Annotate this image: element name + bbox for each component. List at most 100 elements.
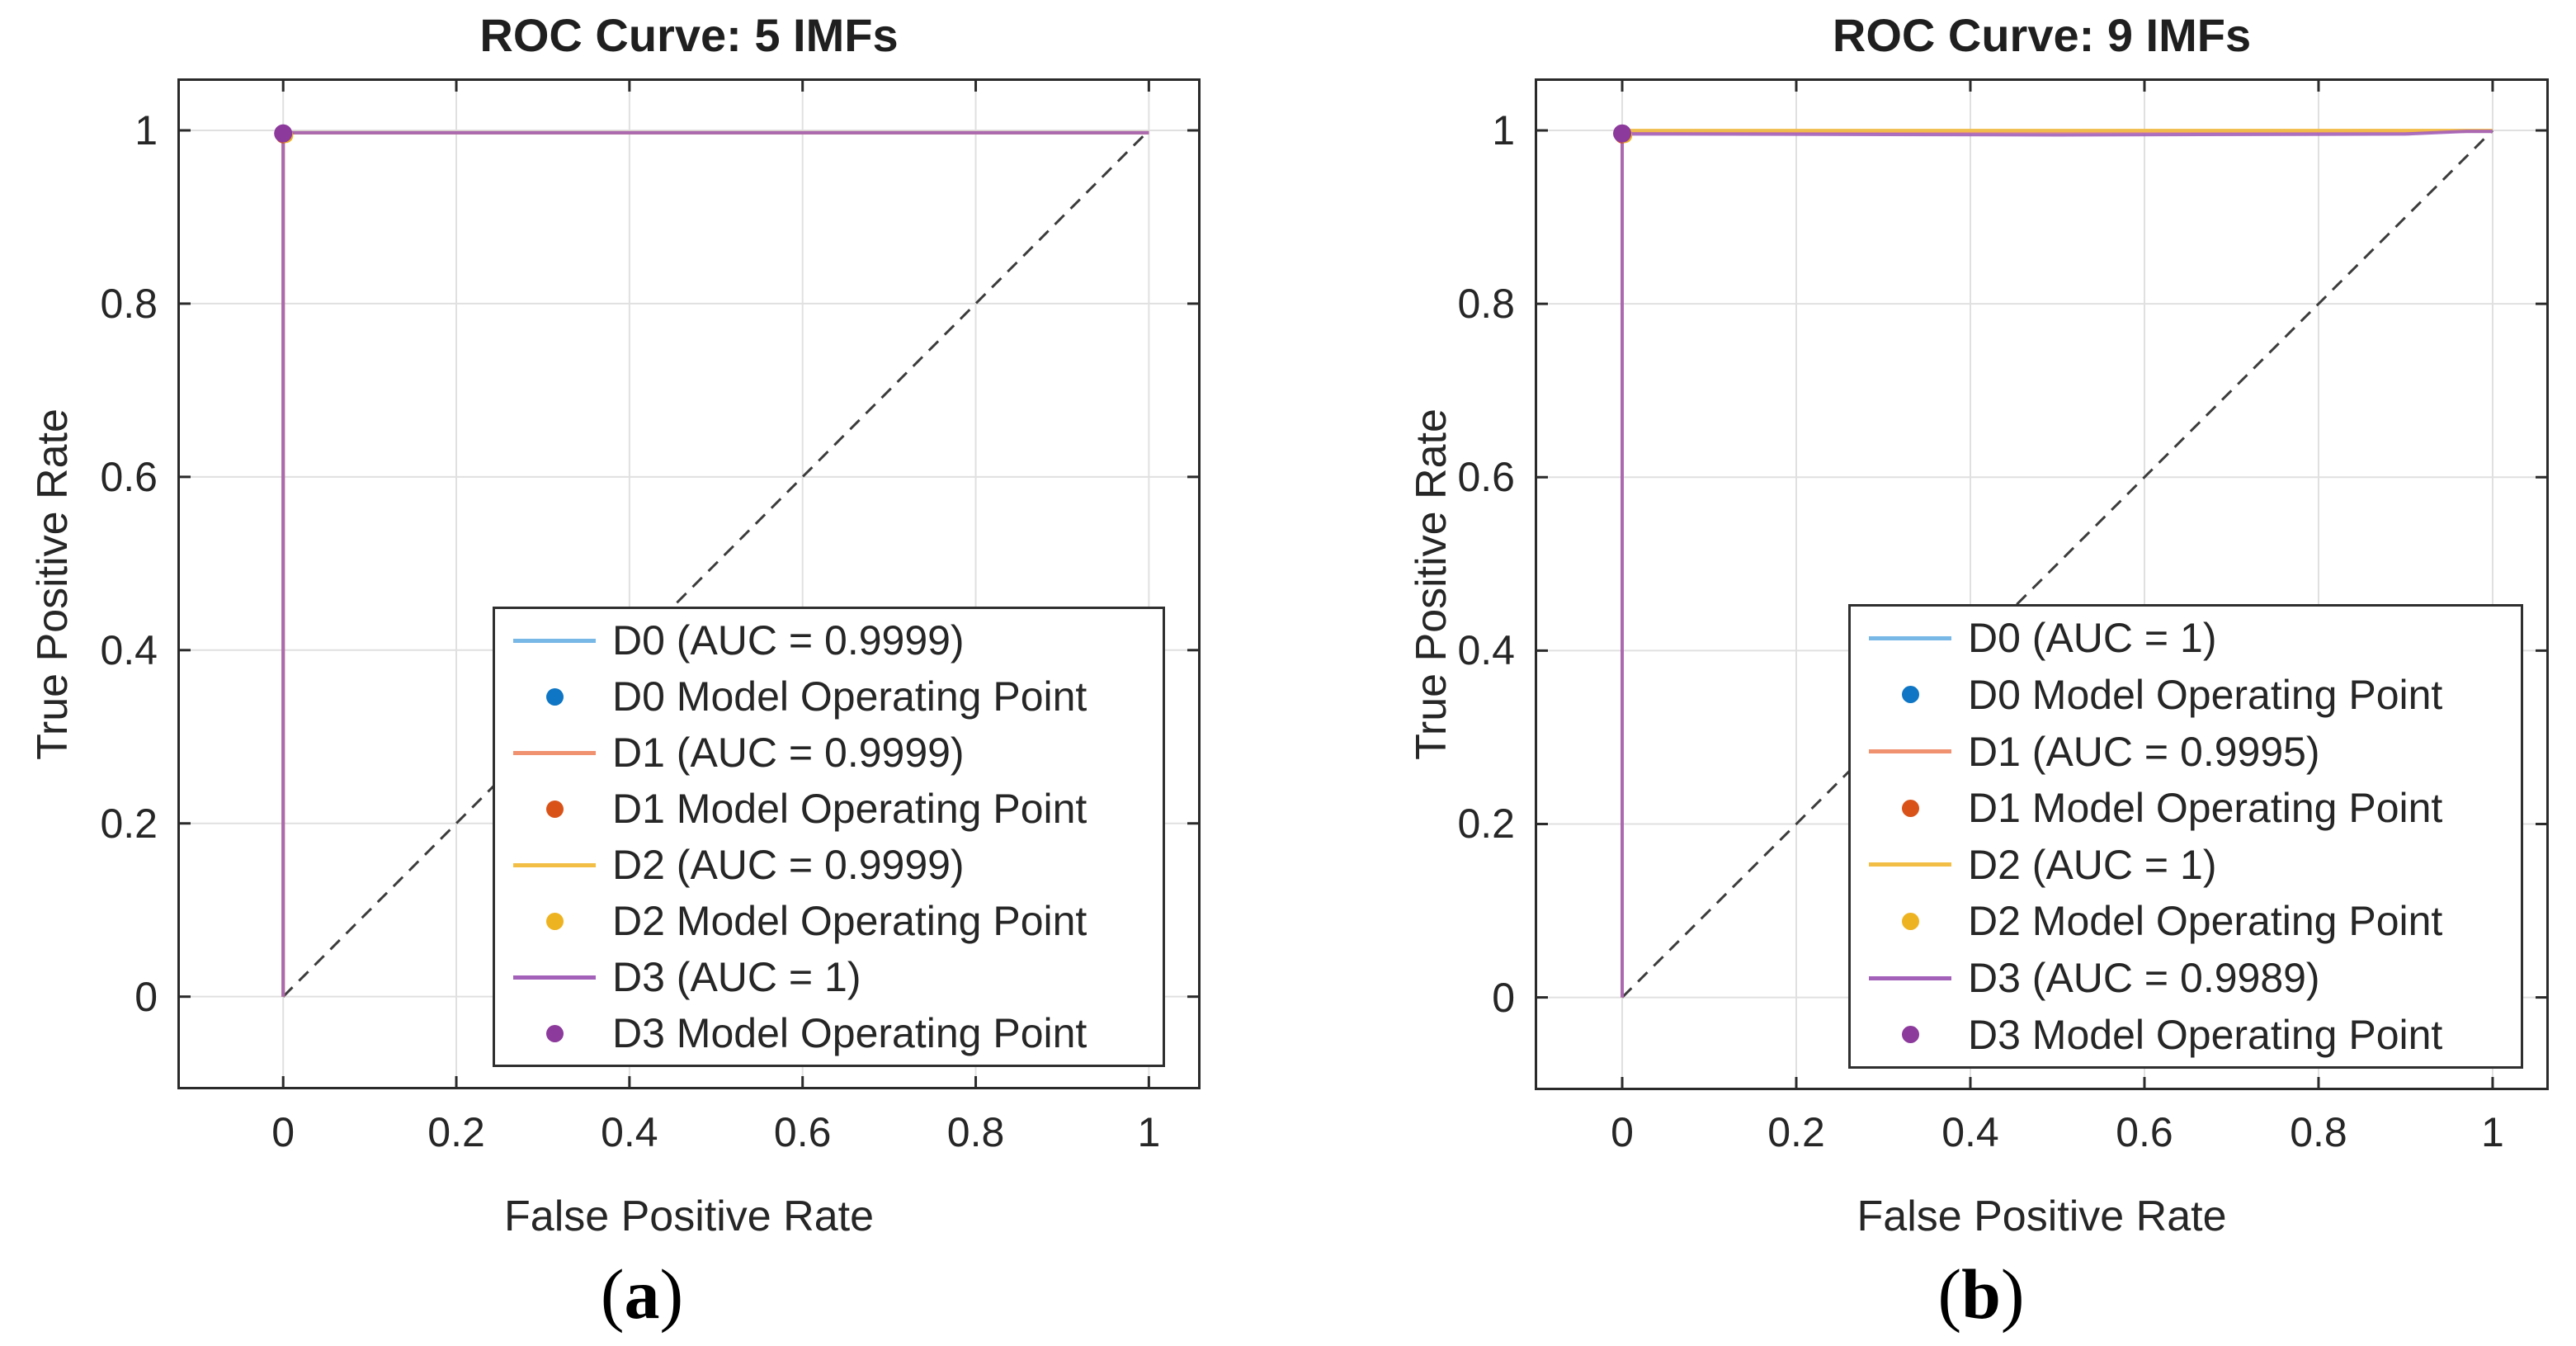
d1-line-sample-icon bbox=[1869, 749, 1951, 754]
legend-label-d3-auc: D3 (AUC = 0.9989) bbox=[1968, 955, 2320, 1002]
legend-entry-d1-operating-point: D1 Model Operating Point bbox=[502, 785, 1159, 833]
legend-entry-d2-curve: D2 (AUC = 1) bbox=[1857, 841, 2517, 889]
legend-label-d2-auc: D2 (AUC = 0.9999) bbox=[612, 842, 965, 888]
d2-marker-sample-icon bbox=[1901, 912, 1919, 930]
y-tick-label: 0.6 bbox=[100, 453, 158, 500]
y-tick-label: 0.8 bbox=[1457, 281, 1515, 328]
legend-dot-swatch-d2 bbox=[502, 912, 607, 930]
y-tick-label: 0.6 bbox=[1457, 454, 1515, 501]
x-tick-label: 0.8 bbox=[946, 1109, 1005, 1155]
legend-entry-d3-operating-point: D3 Model Operating Point bbox=[502, 1009, 1159, 1057]
legend-entry-d2-operating-point: D2 Model Operating Point bbox=[502, 897, 1159, 945]
d2-line-sample-icon bbox=[513, 862, 596, 867]
x-tick-label: 0.6 bbox=[2116, 1109, 2173, 1155]
plot-title: ROC Curve: 5 IMFs bbox=[479, 9, 899, 61]
legend-dot-swatch-d3 bbox=[1857, 1026, 1963, 1044]
d3-line-sample-icon bbox=[513, 975, 596, 980]
legend-line-swatch-d2 bbox=[1857, 862, 1963, 867]
subfigure-caption-b: (b) bbox=[1937, 1253, 2024, 1335]
y-tick-label: 0.2 bbox=[1457, 801, 1515, 848]
x-tick-label: 0.8 bbox=[2290, 1109, 2347, 1155]
roc-curve-d3 bbox=[1621, 130, 2493, 998]
legend-label-d3-auc: D3 (AUC = 1) bbox=[612, 954, 861, 1000]
d3-marker-sample-icon bbox=[1901, 1026, 1919, 1044]
legend-label-d2-auc: D2 (AUC = 1) bbox=[1968, 841, 2217, 888]
d1-marker-sample-icon bbox=[545, 800, 564, 818]
legend-label-d1-auc: D1 (AUC = 0.9999) bbox=[612, 730, 965, 776]
d2-line-sample-icon bbox=[1869, 862, 1951, 867]
d3-operating-point-marker bbox=[274, 124, 293, 143]
axes-border bbox=[1535, 78, 2549, 1090]
x-tick-label: 0.4 bbox=[1941, 1109, 1999, 1155]
y-tick-label: 0 bbox=[134, 973, 158, 1020]
caption-letter: b bbox=[1961, 1254, 2001, 1334]
d0-marker-sample-icon bbox=[1901, 686, 1919, 704]
caption-paren-close: ) bbox=[659, 1254, 684, 1334]
caption-paren-close: ) bbox=[2000, 1254, 2025, 1334]
legend-line-swatch-d3 bbox=[502, 975, 607, 980]
legend-entry-d0-curve: D0 (AUC = 0.9999) bbox=[502, 616, 1159, 664]
x-tick-label: 0 bbox=[271, 1109, 295, 1155]
legend-label-d2-operating-point: D2 Model Operating Point bbox=[612, 898, 1087, 944]
legend-label-d3-operating-point: D3 Model Operating Point bbox=[612, 1010, 1087, 1056]
x-tick-label: 0.2 bbox=[427, 1109, 485, 1155]
y-tick-label: 1 bbox=[1492, 107, 1515, 154]
legend-entry-d2-operating-point: D2 Model Operating Point bbox=[1857, 897, 2517, 945]
d3-operating-point-marker bbox=[1613, 124, 1632, 143]
legend-label-d1-auc: D1 (AUC = 0.9995) bbox=[1968, 728, 2320, 775]
legend-dot-swatch-d3 bbox=[502, 1024, 607, 1042]
legend-line-swatch-d0 bbox=[502, 638, 607, 643]
legend-dot-swatch-d1 bbox=[1857, 799, 1963, 817]
d2-marker-sample-icon bbox=[545, 912, 564, 930]
legend-entry-d0-curve: D0 (AUC = 1) bbox=[1857, 614, 2517, 662]
y-tick-label: 0.2 bbox=[100, 800, 158, 847]
legend-entry-d3-curve: D3 (AUC = 0.9989) bbox=[1857, 954, 2517, 1002]
x-tick-label: 1 bbox=[1137, 1109, 1161, 1155]
legend-entry-d1-operating-point: D1 Model Operating Point bbox=[1857, 784, 2517, 832]
legend-entry-d3-curve: D3 (AUC = 1) bbox=[502, 953, 1159, 1001]
subfigure-caption-a: (a) bbox=[601, 1253, 683, 1335]
legend-dot-swatch-d0 bbox=[1857, 686, 1963, 704]
y-tick-label: 0.8 bbox=[100, 280, 158, 327]
x-axis-label: False Positive Rate bbox=[1857, 1193, 2227, 1240]
d0-marker-sample-icon bbox=[545, 687, 564, 706]
x-tick-label: 0.2 bbox=[1767, 1109, 1825, 1155]
d0-line-sample-icon bbox=[1869, 635, 1951, 640]
plot-title: ROC Curve: 9 IMFs bbox=[1832, 9, 2252, 61]
legend-label-d0-operating-point: D0 Model Operating Point bbox=[612, 673, 1087, 720]
legend-label-d2-operating-point: D2 Model Operating Point bbox=[1968, 898, 2443, 945]
legend-dot-swatch-d2 bbox=[1857, 912, 1963, 930]
legend-entry-d0-operating-point: D0 Model Operating Point bbox=[502, 673, 1159, 720]
d1-marker-sample-icon bbox=[1901, 799, 1919, 817]
legend-dot-swatch-d1 bbox=[502, 800, 607, 818]
legend-entry-d1-curve: D1 (AUC = 0.9999) bbox=[502, 729, 1159, 777]
legend-label-d1-operating-point: D1 Model Operating Point bbox=[1968, 785, 2443, 832]
legend-line-swatch-d1 bbox=[502, 750, 607, 755]
x-tick-label: 0 bbox=[1611, 1109, 1634, 1155]
legend-dot-swatch-d0 bbox=[502, 687, 607, 706]
y-tick-label: 0.4 bbox=[100, 626, 158, 673]
legend-line-swatch-d2 bbox=[502, 862, 607, 867]
caption-letter: a bbox=[624, 1254, 660, 1334]
legend-entry-d3-operating-point: D3 Model Operating Point bbox=[1857, 1011, 2517, 1059]
chance-reference-line bbox=[1621, 129, 2494, 999]
d0-line-sample-icon bbox=[513, 638, 596, 643]
caption-paren-open: ( bbox=[1937, 1254, 1962, 1334]
legend-line-swatch-d3 bbox=[1857, 975, 1963, 980]
chance-reference-line bbox=[282, 129, 1150, 998]
y-tick-label: 0 bbox=[1492, 974, 1515, 1021]
x-axis-label: False Positive Rate bbox=[504, 1193, 874, 1240]
axes-border bbox=[177, 78, 1201, 1089]
legend: D0 (AUC = 0.9999) D0 Model Operating Poin… bbox=[493, 607, 1165, 1067]
legend-entry-d1-curve: D1 (AUC = 0.9995) bbox=[1857, 728, 2517, 776]
legend-entry-d0-operating-point: D0 Model Operating Point bbox=[1857, 671, 2517, 719]
legend-entry-d2-curve: D2 (AUC = 0.9999) bbox=[502, 841, 1159, 889]
legend-label-d1-operating-point: D1 Model Operating Point bbox=[612, 786, 1087, 832]
legend-label-d3-operating-point: D3 Model Operating Point bbox=[1968, 1011, 2443, 1058]
legend-line-swatch-d0 bbox=[1857, 635, 1963, 640]
y-tick-label: 0.4 bbox=[1457, 627, 1515, 674]
roc-panel-9-imfs: ROC Curve: 9 IMFs False Positive Rate Tr… bbox=[1288, 0, 2576, 1346]
d1-line-sample-icon bbox=[513, 750, 596, 755]
roc-panel-5-imfs: ROC Curve: 5 IMFs False Positive Rate Tr… bbox=[29, 9, 1201, 1335]
x-tick-label: 0.4 bbox=[601, 1109, 658, 1155]
